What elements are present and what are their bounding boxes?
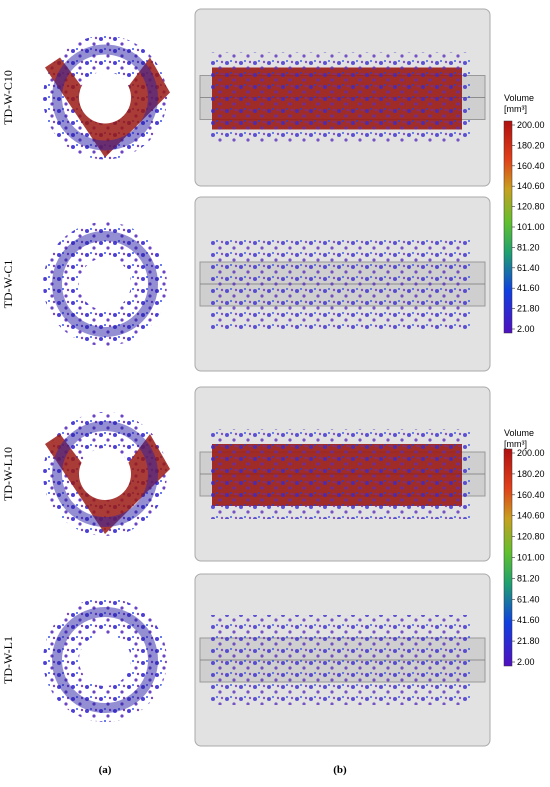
colorbar-tick-label: 120.80 bbox=[517, 202, 545, 212]
ring-scan-band bbox=[52, 607, 158, 713]
colorbar-tick-label: 200.00 bbox=[517, 448, 545, 458]
colorbar-tick-label: 180.20 bbox=[517, 140, 545, 150]
row-label: TD-W-L10 bbox=[1, 447, 15, 501]
pore-band bbox=[210, 239, 470, 329]
ring-hole bbox=[79, 71, 131, 124]
colorbar-tick-label: 2.00 bbox=[517, 324, 535, 334]
colorbar-tick-label: 140.60 bbox=[517, 511, 545, 521]
colorbar-unit: [mm³] bbox=[504, 104, 527, 114]
row-label: TD-W-L1 bbox=[1, 636, 15, 684]
colorbar bbox=[503, 448, 513, 667]
pore-band bbox=[210, 52, 470, 143]
colorbar-tick-label: 101.00 bbox=[517, 222, 545, 232]
pore-band bbox=[210, 615, 470, 705]
colorbar-title: Volume bbox=[504, 428, 534, 438]
pore-band bbox=[210, 429, 470, 519]
colorbar-tick-label: 160.40 bbox=[517, 490, 545, 500]
ring-hole bbox=[79, 634, 131, 686]
colorbar-tick-label: 41.60 bbox=[517, 283, 540, 293]
ring-scan-band bbox=[52, 231, 158, 337]
row-label: TD-W-C10 bbox=[1, 70, 15, 125]
colorbar-tick-label: 2.00 bbox=[517, 657, 535, 667]
colorbar-tick-label: 41.60 bbox=[517, 615, 540, 625]
colorbar-unit: [mm³] bbox=[504, 439, 527, 449]
panel-label: (a) bbox=[99, 764, 112, 776]
colorbar-tick-label: 61.40 bbox=[517, 263, 540, 273]
colorbar-tick-label: 160.40 bbox=[517, 161, 545, 171]
ring-hole bbox=[79, 258, 131, 310]
row-label: TD-W-C1 bbox=[1, 260, 15, 309]
ring-red-region bbox=[45, 434, 170, 534]
colorbar bbox=[503, 120, 513, 334]
ring-hole bbox=[79, 448, 131, 500]
ring-red-region bbox=[45, 57, 170, 158]
colorbar-tick-label: 81.20 bbox=[517, 242, 540, 252]
colorbar-tick-label: 140.60 bbox=[517, 181, 545, 191]
colorbar-title: Volume bbox=[504, 93, 534, 103]
colorbar-tick-label: 180.20 bbox=[517, 469, 545, 479]
panel-label: (b) bbox=[333, 764, 347, 776]
colorbar-tick-label: 101.00 bbox=[517, 553, 545, 563]
ring-scan-band bbox=[52, 44, 158, 151]
ring-scan-band bbox=[52, 421, 158, 527]
colorbar-tick-label: 81.20 bbox=[517, 573, 540, 583]
colorbar-tick-label: 21.80 bbox=[517, 304, 540, 314]
colorbar-tick-label: 21.80 bbox=[517, 636, 540, 646]
colorbar-tick-label: 61.40 bbox=[517, 594, 540, 604]
colorbar-tick-label: 120.80 bbox=[517, 532, 545, 542]
colorbar-tick-label: 200.00 bbox=[517, 120, 545, 130]
